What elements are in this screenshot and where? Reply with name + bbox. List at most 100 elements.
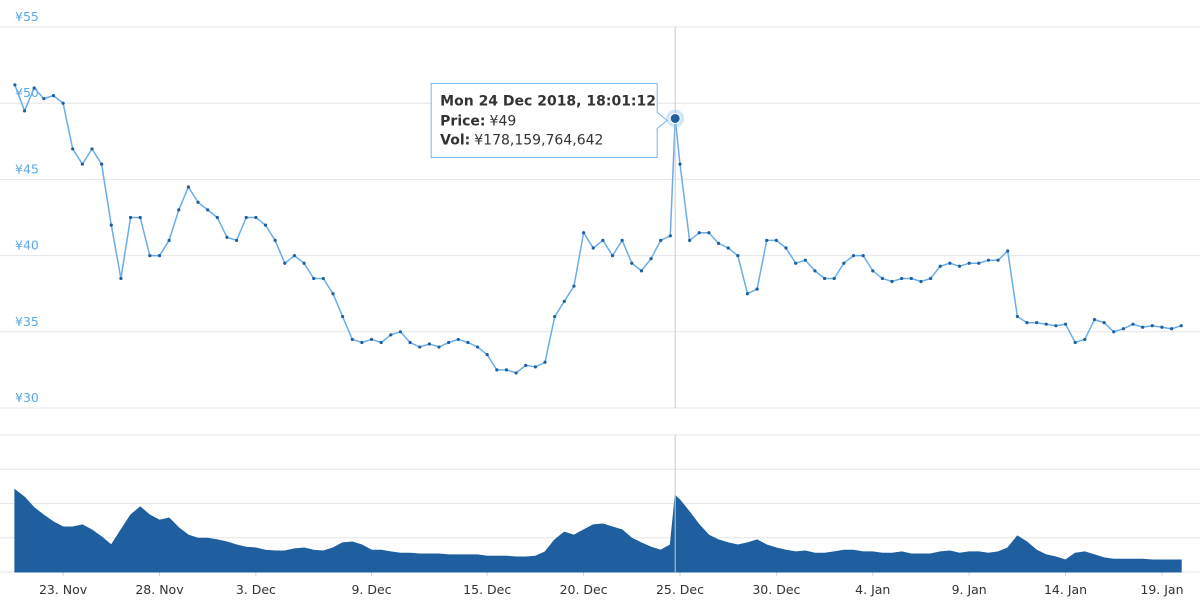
price-marker: [900, 276, 904, 281]
price-marker: [283, 261, 287, 265]
price-marker: [1121, 327, 1125, 331]
price-marker: [32, 86, 36, 90]
price-marker: [553, 314, 557, 319]
price-marker: [581, 231, 586, 235]
price-marker: [398, 330, 403, 334]
x-tick-label: 20. Dec: [560, 582, 608, 597]
price-marker: [524, 363, 528, 367]
price-marker: [1035, 321, 1039, 325]
price-marker: [967, 261, 971, 265]
x-tick-label: 14. Jan: [1044, 582, 1087, 597]
price-marker: [533, 365, 538, 369]
y-tick-label: ¥45: [15, 161, 39, 176]
price-marker: [639, 269, 644, 273]
price-marker: [909, 276, 913, 281]
price-marker: [90, 147, 94, 151]
x-tick-label: 4. Jan: [855, 582, 890, 597]
price-marker: [254, 215, 258, 220]
price-marker: [157, 254, 162, 258]
price-marker: [495, 368, 499, 372]
price-marker: [1131, 322, 1135, 326]
price-marker: [273, 238, 277, 242]
tooltip-title: Mon 24 Dec 2018, 18:01:12: [440, 93, 656, 109]
price-marker: [437, 345, 441, 349]
price-marker: [418, 345, 422, 349]
y-tick-label: ¥55: [15, 9, 39, 24]
price-marker: [485, 353, 489, 357]
y-tick-label: ¥35: [15, 314, 39, 329]
overlay-layer: Mon 24 Dec 2018, 18:01:12 Price: ¥49 Vol: ¥1…: [430, 27, 685, 572]
tooltip-volume: Vol: ¥178,159,764,642: [440, 132, 603, 148]
price-marker: [1073, 340, 1077, 345]
price-marker: [167, 238, 171, 242]
price-marker: [610, 254, 615, 258]
price-marker: [466, 340, 470, 345]
hover-point: [669, 112, 681, 124]
price-marker: [1112, 330, 1116, 334]
price-marker: [206, 208, 210, 212]
x-tick-label: 9. Dec: [351, 582, 391, 597]
price-marker: [630, 261, 634, 265]
x-tick-label: 23. Nov: [39, 582, 88, 597]
price-marker: [919, 279, 923, 284]
price-marker: [765, 238, 769, 242]
price-marker: [572, 284, 576, 288]
price-marker: [1006, 249, 1010, 253]
price-marker: [726, 246, 730, 250]
price-marker: [803, 258, 807, 262]
price-marker: [1160, 325, 1164, 329]
price-marker: [822, 276, 827, 281]
price-marker: [341, 314, 345, 319]
price-marker: [1141, 325, 1145, 329]
price-marker: [186, 185, 190, 189]
price-marker: [736, 254, 740, 258]
price-marker: [697, 231, 701, 235]
tooltip-box: [430, 82, 668, 158]
price-marker: [177, 208, 181, 212]
price-marker: [331, 292, 335, 296]
tooltip-price: Price: ¥49: [440, 113, 516, 129]
price-marker: [456, 337, 460, 342]
tooltip-volume-value: ¥178,159,764,642: [474, 132, 603, 148]
y-tick-label: ¥40: [15, 238, 39, 253]
tooltip-volume-name: Vol:: [440, 132, 470, 148]
price-marker: [688, 238, 692, 242]
price-marker: [302, 261, 306, 265]
price-marker: [562, 299, 566, 303]
price-marker: [861, 254, 865, 258]
price-marker: [389, 333, 393, 337]
price-marker: [601, 238, 605, 242]
marks-layer: [13, 83, 1183, 573]
x-tick-label: 28. Nov: [135, 582, 184, 597]
price-marker: [871, 269, 875, 273]
price-marker: [321, 276, 325, 281]
price-marker: [447, 340, 451, 345]
price-marker: [784, 246, 788, 250]
price-marker: [745, 292, 750, 296]
price-marker: [225, 235, 229, 239]
x-tick-label: 3. Dec: [236, 582, 276, 597]
price-marker: [591, 246, 595, 250]
price-marker: [215, 215, 219, 220]
x-tick-label: 25. Dec: [656, 582, 704, 597]
price-marker: [1054, 324, 1058, 328]
tooltip-price-value: ¥49: [490, 113, 517, 129]
price-marker: [977, 261, 981, 265]
price-marker: [369, 337, 374, 342]
price-marker: [42, 97, 46, 101]
price-marker: [707, 231, 711, 235]
price-marker: [929, 276, 933, 281]
price-marker: [292, 254, 297, 258]
price-marker: [234, 238, 239, 242]
price-marker: [813, 269, 817, 273]
volume-area: [14, 488, 1182, 573]
x-tick-label: 9. Jan: [952, 582, 987, 597]
price-marker: [1092, 318, 1097, 322]
price-marker: [350, 337, 354, 342]
price-marker: [1015, 314, 1019, 319]
price-marker: [659, 238, 663, 242]
price-marker: [832, 276, 836, 281]
price-marker: [668, 234, 672, 238]
price-marker: [360, 340, 364, 345]
